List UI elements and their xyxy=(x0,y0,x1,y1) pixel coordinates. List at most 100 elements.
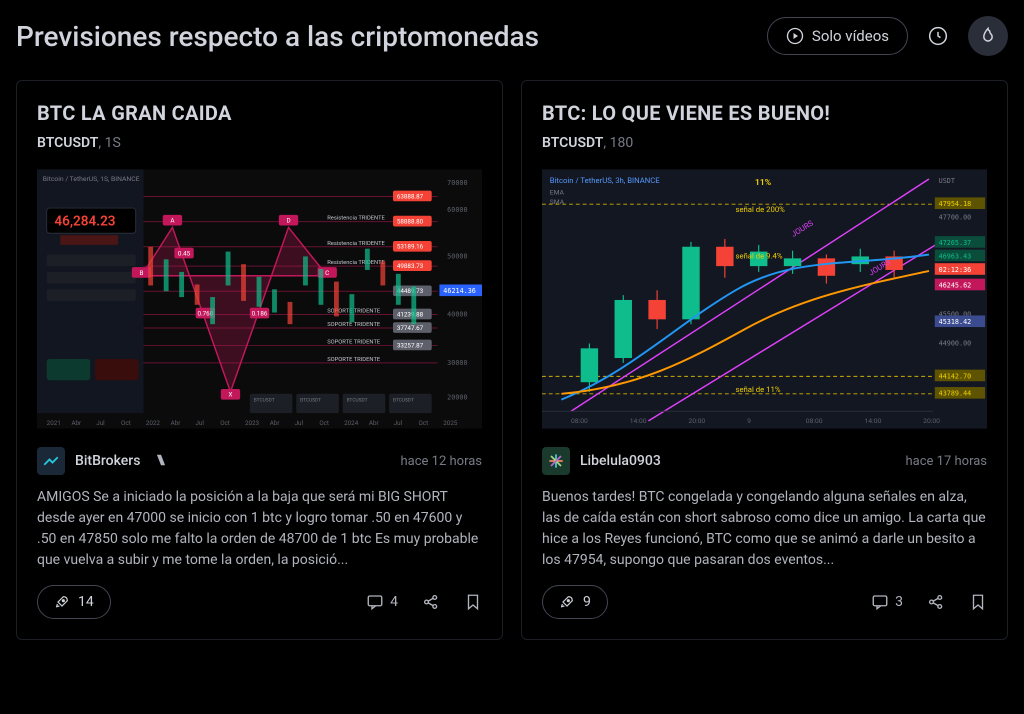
svg-text:20000: 20000 xyxy=(447,394,467,402)
svg-text:Bitcoin / TetherUS, 3h, BINANC: Bitcoin / TetherUS, 3h, BINANCE xyxy=(550,176,661,185)
post-age: hace 17 horas xyxy=(906,454,988,469)
svg-text:Jul: Jul xyxy=(394,419,403,427)
solo-videos-label: Solo vídeos xyxy=(812,27,889,45)
svg-text:0.45: 0.45 xyxy=(178,249,191,257)
svg-text:2022: 2022 xyxy=(146,419,161,427)
svg-text:BTCUSDT: BTCUSDT xyxy=(254,398,275,404)
svg-text:47265.37: 47265.37 xyxy=(939,239,972,247)
ticker-row: BTCUSDT, 1S xyxy=(37,135,482,151)
svg-text:Abr: Abr xyxy=(171,419,182,427)
share-button[interactable] xyxy=(422,593,440,611)
ticker-row: BTCUSDT, 180 xyxy=(542,135,987,151)
card-title[interactable]: BTC: LO QUE VIENE ES BUENO! xyxy=(542,101,987,125)
svg-text:BTCUSDT: BTCUSDT xyxy=(300,398,321,404)
svg-text:49883.73: 49883.73 xyxy=(397,262,424,270)
ticker-symbol[interactable]: BTCUSDT xyxy=(37,135,98,151)
rocket-icon xyxy=(54,594,70,610)
svg-text:D: D xyxy=(286,217,290,225)
svg-text:2025: 2025 xyxy=(443,419,458,427)
svg-text:USDT: USDT xyxy=(939,177,955,185)
author-badge-icon xyxy=(154,452,168,471)
svg-text:B: B xyxy=(140,269,144,277)
svg-text:70000: 70000 xyxy=(447,179,467,187)
svg-text:20:00: 20:00 xyxy=(923,417,940,425)
bookmark-button[interactable] xyxy=(969,593,987,611)
svg-text:2024: 2024 xyxy=(344,419,359,427)
svg-text:Jul: Jul xyxy=(96,419,105,427)
svg-text:Jul: Jul xyxy=(295,419,304,427)
svg-text:EMA: EMA xyxy=(550,189,565,197)
flame-icon xyxy=(978,26,998,46)
svg-text:46,284.23: 46,284.23 xyxy=(54,213,115,229)
svg-text:46214.36: 46214.36 xyxy=(443,287,476,295)
svg-text:2021: 2021 xyxy=(47,419,61,427)
svg-text:37747.67: 37747.67 xyxy=(397,324,424,332)
card-footer: 93 xyxy=(542,585,987,619)
comments-button[interactable]: 4 xyxy=(366,593,398,611)
svg-text:Abr: Abr xyxy=(369,419,380,427)
svg-text:14:00: 14:00 xyxy=(864,417,881,425)
rocket-icon xyxy=(559,594,575,610)
svg-text:BTCUSDT: BTCUSDT xyxy=(393,398,414,404)
author-link[interactable]: BitBrokers xyxy=(37,447,168,475)
svg-text:Resistencia TRIDENTE: Resistencia TRIDENTE xyxy=(327,260,385,266)
bookmark-button[interactable] xyxy=(464,593,482,611)
svg-text:Oct: Oct xyxy=(220,419,230,427)
boost-button[interactable]: 14 xyxy=(37,585,111,619)
svg-text:X: X xyxy=(229,391,233,399)
svg-text:50000: 50000 xyxy=(447,252,467,260)
svg-text:SMA: SMA xyxy=(550,198,565,206)
chart-thumbnail[interactable]: Bitcoin / TetherUS, 3h, BINANCE EMASMA 11%… xyxy=(542,165,987,433)
svg-text:Resistencia TRIDENTE: Resistencia TRIDENTE xyxy=(327,241,385,247)
avatar xyxy=(37,447,65,475)
svg-text:11%: 11% xyxy=(755,178,772,188)
svg-text:08:00: 08:00 xyxy=(806,417,823,425)
svg-text:9: 9 xyxy=(747,417,751,425)
chart-thumbnail[interactable]: Bitcoin / TetherUS, 1S, BINANCE46,284.23… xyxy=(37,165,482,433)
card-title[interactable]: BTC LA GRAN CAIDA xyxy=(37,101,482,125)
svg-text:43789.44: 43789.44 xyxy=(939,390,972,398)
svg-text:Oct: Oct xyxy=(121,419,131,427)
comments-button[interactable]: 3 xyxy=(871,593,903,611)
svg-text:41239.88: 41239.88 xyxy=(397,310,424,318)
author-row: Libelula0903 hace 17 horas xyxy=(542,447,987,475)
card-description: AMIGOS Se a iniciado la posición a la ba… xyxy=(37,487,482,571)
trending-button[interactable] xyxy=(968,16,1008,56)
boost-button[interactable]: 9 xyxy=(542,585,608,619)
svg-text:14:00: 14:00 xyxy=(630,417,647,425)
svg-text:Abr: Abr xyxy=(71,419,82,427)
svg-text:C: C xyxy=(325,269,329,277)
idea-card: BTC LA GRAN CAIDA BTCUSDT, 1S Bitcoin / Te… xyxy=(16,80,503,640)
boost-count: 14 xyxy=(78,594,94,610)
recent-button[interactable] xyxy=(918,16,958,56)
svg-text:58888.80: 58888.80 xyxy=(397,218,424,226)
idea-card: BTC: LO QUE VIENE ES BUENO!BTCUSDT, 180B… xyxy=(521,80,1008,640)
svg-text:44900.00: 44900.00 xyxy=(939,339,972,347)
page-title: Previsiones respecto a las criptomonedas xyxy=(16,20,539,53)
share-button[interactable] xyxy=(927,593,945,611)
share-icon xyxy=(927,593,945,611)
svg-text:SOPORTE TRIDENTE: SOPORTE TRIDENTE xyxy=(327,357,381,363)
author-name: BitBrokers xyxy=(75,453,140,469)
svg-text:40000: 40000 xyxy=(447,310,467,318)
timeframe-label: 1S xyxy=(105,135,121,151)
author-link[interactable]: Libelula0903 xyxy=(542,447,661,475)
share-icon xyxy=(422,593,440,611)
svg-text:BTCUSDT: BTCUSDT xyxy=(347,398,368,404)
boost-count: 9 xyxy=(583,594,591,610)
svg-text:60000: 60000 xyxy=(447,206,467,214)
svg-text:08:00: 08:00 xyxy=(571,417,588,425)
svg-text:45318.42: 45318.42 xyxy=(939,318,972,326)
solo-videos-button[interactable]: Solo vídeos xyxy=(767,17,908,55)
svg-text:46245.62: 46245.62 xyxy=(939,281,972,289)
ticker-symbol[interactable]: BTCUSDT xyxy=(542,135,603,151)
svg-text:46963.43: 46963.43 xyxy=(939,252,972,260)
svg-text:Oct: Oct xyxy=(419,419,429,427)
svg-text:44489.73: 44489.73 xyxy=(397,287,424,295)
svg-text:SOPORTE TRIDENTE: SOPORTE TRIDENTE xyxy=(327,340,381,346)
svg-text:47954.18: 47954.18 xyxy=(939,200,972,208)
svg-text:63888.87: 63888.87 xyxy=(397,192,424,200)
card-description: Buenos tardes! BTC congelada y congeland… xyxy=(542,487,987,571)
comment-count: 3 xyxy=(895,594,903,610)
svg-text:Jul: Jul xyxy=(195,419,204,427)
